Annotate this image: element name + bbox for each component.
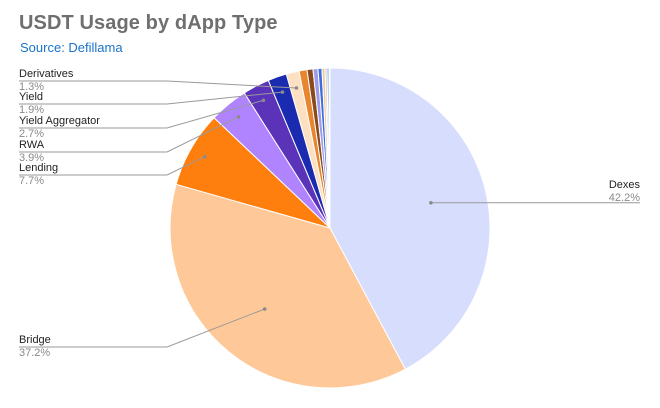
leader-line-yield [19, 91, 283, 105]
leader-dot-derivatives [294, 86, 299, 90]
pct-yield: 1.9% [19, 104, 44, 116]
leader-line-rwa [19, 116, 239, 153]
pct-lending: 7.7% [19, 175, 44, 187]
pct-yield-aggregator: 2.7% [19, 128, 44, 140]
leader-dot-yield [280, 90, 285, 94]
slice-minor-14 [328, 67, 331, 229]
label-lending: Lending [19, 162, 58, 174]
slice-bridge [169, 183, 406, 389]
leader-line-derivatives [19, 80, 297, 89]
label-yield-aggregator: Yield Aggregator [19, 115, 100, 127]
pct-bridge: 37.2% [19, 347, 50, 359]
leader-dot-rwa [236, 115, 241, 119]
leader-line-lending [19, 156, 206, 176]
label-derivatives: Derivatives [19, 68, 74, 80]
pct-derivatives: 1.3% [19, 81, 44, 93]
chart-source: Source: Defillama [20, 40, 123, 55]
slice-dexes [329, 67, 491, 370]
chart-title: USDT Usage by dApp Type [19, 12, 278, 34]
leader-line-yield-aggregator [19, 99, 264, 129]
pct-rwa: 3.9% [19, 152, 44, 164]
leader-dot-lending [203, 154, 207, 159]
leader-dot-yield-aggregator [261, 98, 266, 103]
label-bridge: Bridge [19, 334, 51, 346]
label-yield: Yield [19, 91, 43, 103]
pie-slices [169, 67, 491, 389]
pct-dexes: 42.2% [609, 192, 640, 204]
leader-dot-dexes [429, 201, 433, 205]
leader-dot-bridge [262, 307, 267, 311]
label-rwa: RWA [19, 139, 45, 151]
label-leader-lines [19, 80, 640, 348]
leader-line-bridge [19, 308, 265, 348]
label-dexes: Dexes [609, 179, 641, 191]
